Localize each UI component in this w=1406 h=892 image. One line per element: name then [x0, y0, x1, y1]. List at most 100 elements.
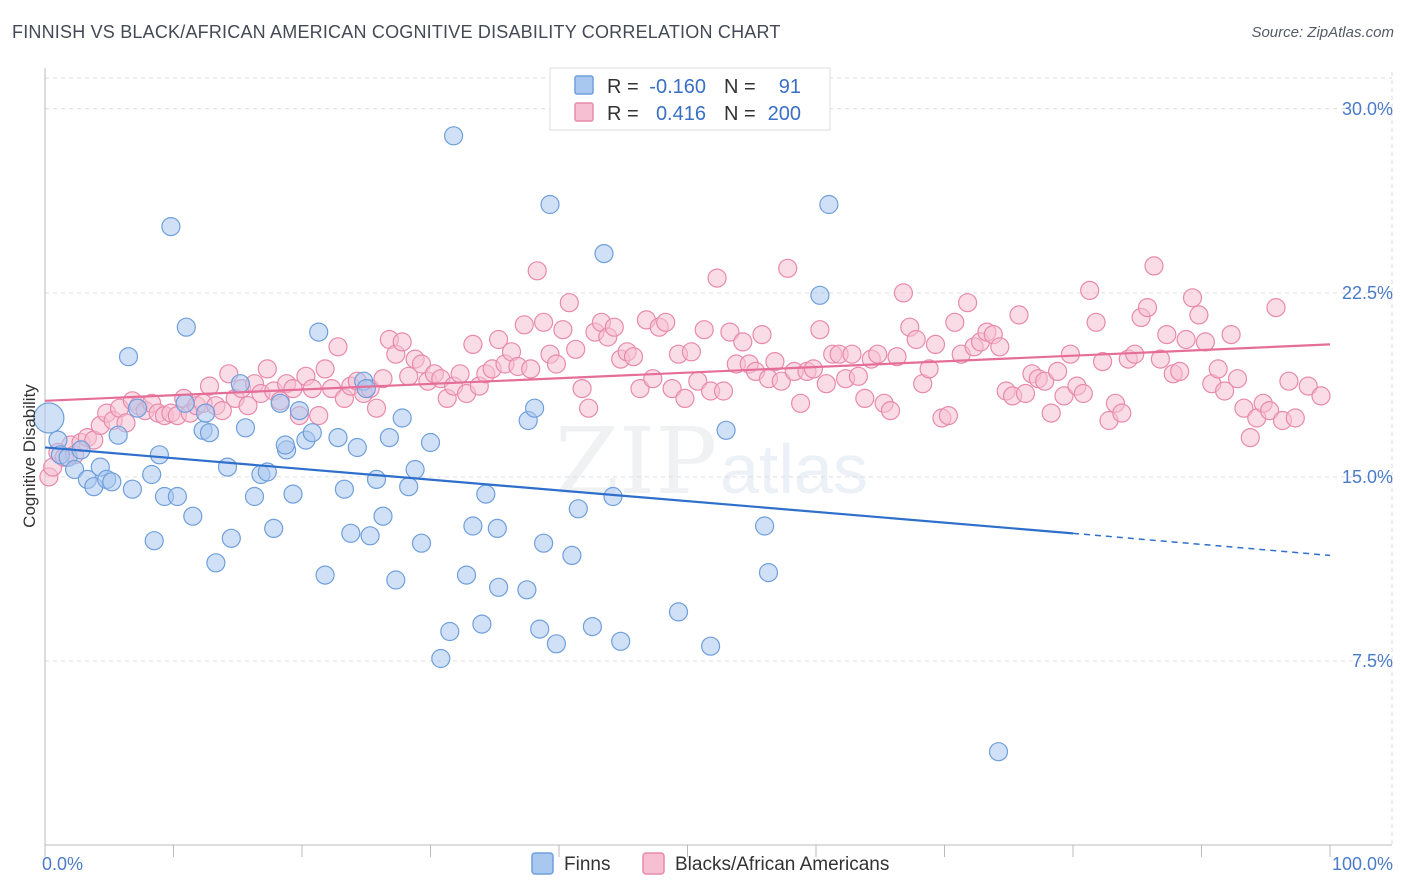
finns-point-89	[356, 379, 376, 399]
watermark: ZIP atlas	[555, 408, 868, 515]
finns-point-51	[379, 428, 399, 448]
blacks-point-139	[925, 334, 946, 354]
blacks-point-180	[1189, 305, 1209, 325]
finns-point-29	[230, 374, 250, 394]
blacks-point-187	[1234, 398, 1254, 418]
blacks-point-196	[1298, 376, 1318, 396]
blacks-point-184	[1214, 381, 1235, 401]
finns-point-40	[302, 423, 322, 443]
finns-point-38	[289, 401, 309, 421]
finns-point-59	[440, 621, 460, 642]
finns-point-72	[540, 194, 560, 215]
blacks-point-116	[778, 258, 798, 278]
x-tick-label-1: 100.0%	[1332, 854, 1393, 874]
blacks-point-157	[1041, 403, 1061, 423]
finns-point-79	[611, 631, 631, 651]
blacks-point-71	[489, 329, 509, 350]
finns-point-21	[176, 317, 196, 337]
finns-point-63	[472, 614, 492, 634]
blacks-point-144	[957, 293, 978, 313]
legend-r-label-finns: R =	[607, 76, 639, 98]
blacks-point-105	[707, 268, 727, 288]
finns-point-42	[315, 565, 335, 585]
finns-point-56	[411, 533, 432, 553]
source-credit: Source: ZipAtlas.com	[1251, 24, 1394, 41]
finns-point-58	[431, 648, 451, 669]
blacks-point-163	[1080, 280, 1100, 300]
blacks-point-191	[1259, 401, 1280, 421]
blacks-point-26	[199, 376, 220, 396]
finns-point-66	[489, 577, 509, 597]
finns-point-65	[487, 518, 507, 539]
finns-point-48	[360, 526, 380, 546]
blacks-point-76	[521, 359, 541, 379]
blacks-point-162	[1073, 383, 1093, 404]
finns-point-77	[594, 244, 614, 264]
finns-point-53	[392, 408, 412, 428]
watermark-atlas: atlas	[720, 430, 868, 508]
finns-point-49	[366, 469, 387, 489]
blacks-point-127	[848, 366, 869, 386]
blacks-point-118	[790, 393, 811, 413]
finns-point-45	[341, 523, 361, 543]
finns-point-67	[517, 580, 537, 600]
series-finns-points	[33, 126, 1009, 762]
blacks-point-174	[1150, 349, 1171, 369]
finns-point-55	[405, 459, 425, 480]
finns-trend-line	[44, 446, 1074, 535]
y-axis-label: Cognitive Disability	[20, 384, 39, 528]
finns-point-60	[444, 126, 464, 146]
finns-point-62	[463, 516, 483, 536]
blacks-point-132	[880, 401, 901, 421]
blacks-point-160	[1060, 344, 1081, 364]
blacks-point-78	[533, 312, 554, 332]
legend-n-value-blacks: 200	[768, 103, 801, 125]
blacks-point-44	[315, 359, 335, 379]
blacks-point-82	[559, 293, 579, 313]
finns-point-74	[562, 545, 582, 566]
y-tick-label-0: 7.5%	[1352, 651, 1393, 671]
blacks-point-192	[1266, 298, 1286, 318]
trend-lines	[44, 343, 1331, 557]
finns-point-28	[221, 528, 241, 548]
blacks-point-92	[623, 347, 644, 367]
finns-point-16	[144, 531, 164, 551]
blacks-point-35	[257, 359, 277, 379]
series-legend-swatch-finns	[531, 852, 554, 875]
blacks-point-153	[1015, 383, 1036, 404]
blacks-point-84	[572, 379, 592, 399]
blacks-point-56	[392, 332, 412, 352]
blacks-point-83	[566, 339, 586, 359]
finns-point-27	[217, 457, 238, 477]
finns-point-64	[476, 484, 496, 504]
legend-r-value-finns: -0.160	[649, 76, 706, 98]
blacks-point-188	[1240, 428, 1260, 448]
legend-n-value-finns: 91	[779, 76, 801, 98]
finns-point-84	[758, 562, 779, 583]
finns-point-76	[582, 616, 603, 637]
gridlines	[45, 72, 1393, 845]
blacks-point-128	[855, 388, 875, 408]
finns-point-12	[118, 347, 139, 367]
finns-point-73	[546, 634, 567, 654]
blacks-point-134	[893, 283, 914, 303]
series-legend-swatch-blacks	[642, 852, 665, 875]
finns-point-80	[668, 602, 689, 622]
blacks-point-106	[713, 381, 734, 401]
blacks-point-46	[328, 337, 348, 357]
blacks-point-138	[919, 359, 939, 379]
blacks-point-120	[803, 359, 824, 379]
finns-point-17	[149, 445, 169, 465]
watermark-zip: ZIP	[555, 408, 717, 515]
blacks-point-173	[1144, 256, 1164, 276]
finns-point-61	[456, 565, 477, 585]
finns-point-71	[533, 533, 554, 553]
blacks-point-177	[1170, 361, 1190, 381]
finns-point-4	[64, 459, 85, 480]
blacks-point-175	[1157, 325, 1177, 345]
blacks-point-107	[720, 322, 740, 342]
blacks-point-121	[810, 320, 830, 340]
finns-point-43	[328, 428, 348, 448]
blacks-point-52	[366, 398, 387, 418]
